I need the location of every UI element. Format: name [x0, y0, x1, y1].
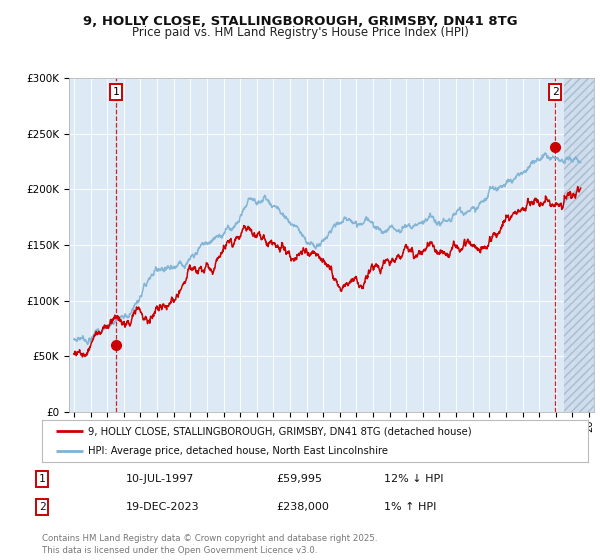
Text: £59,995: £59,995 — [276, 474, 322, 484]
Text: 10-JUL-1997: 10-JUL-1997 — [126, 474, 194, 484]
Text: £238,000: £238,000 — [276, 502, 329, 512]
Text: HPI: Average price, detached house, North East Lincolnshire: HPI: Average price, detached house, Nort… — [88, 446, 388, 456]
Bar — [564, 78, 594, 412]
Bar — [564, 78, 594, 412]
Text: 1% ↑ HPI: 1% ↑ HPI — [384, 502, 436, 512]
Text: Price paid vs. HM Land Registry's House Price Index (HPI): Price paid vs. HM Land Registry's House … — [131, 26, 469, 39]
Text: 2: 2 — [552, 87, 559, 97]
Text: 1: 1 — [38, 474, 46, 484]
Text: 2: 2 — [38, 502, 46, 512]
Text: 9, HOLLY CLOSE, STALLINGBOROUGH, GRIMSBY, DN41 8TG (detached house): 9, HOLLY CLOSE, STALLINGBOROUGH, GRIMSBY… — [88, 426, 472, 436]
Text: 9, HOLLY CLOSE, STALLINGBOROUGH, GRIMSBY, DN41 8TG: 9, HOLLY CLOSE, STALLINGBOROUGH, GRIMSBY… — [83, 15, 517, 28]
Text: 1: 1 — [113, 87, 119, 97]
Text: 19-DEC-2023: 19-DEC-2023 — [126, 502, 200, 512]
Text: 12% ↓ HPI: 12% ↓ HPI — [384, 474, 443, 484]
Text: Contains HM Land Registry data © Crown copyright and database right 2025.
This d: Contains HM Land Registry data © Crown c… — [42, 534, 377, 555]
